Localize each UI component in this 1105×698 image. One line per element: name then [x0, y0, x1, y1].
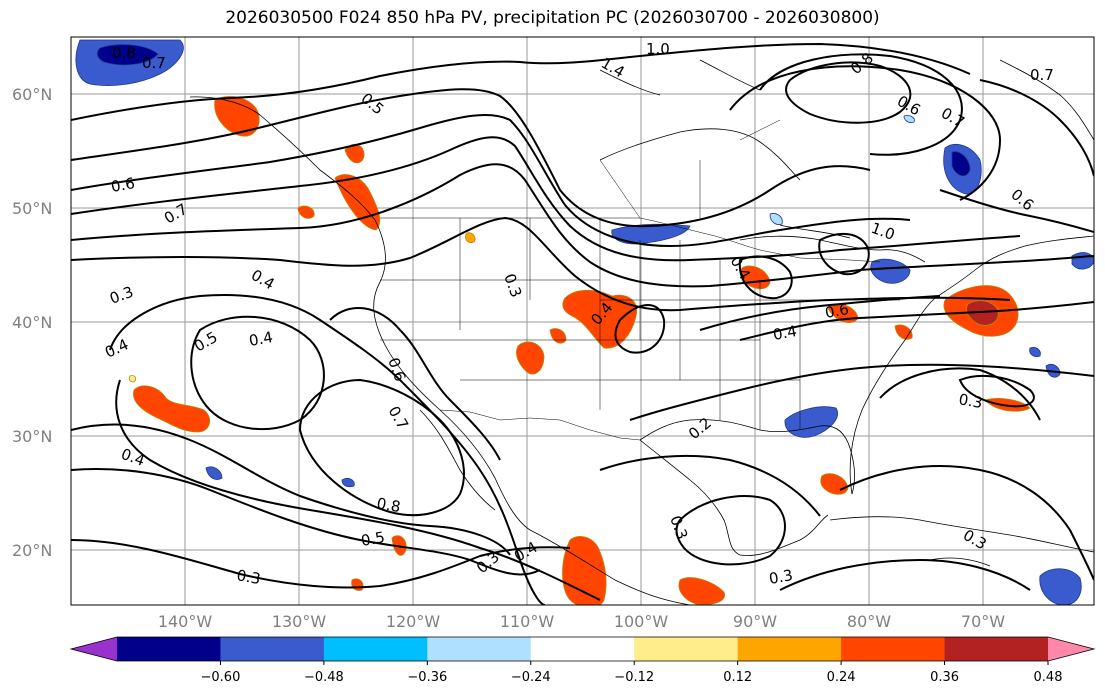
colorbar-tick-label: −0.12: [614, 670, 654, 685]
lat-label: 50°N: [12, 199, 52, 218]
lon-label: 140°W: [158, 612, 213, 631]
colorbar: −0.60 −0.48 −0.36 −0.24 −0.12 0.12 0.24 0.36 0.4…: [69, 636, 1096, 685]
lon-label: 120°W: [386, 612, 441, 631]
map-title: 2026030500 F024 850 hPa PV, precipitatio…: [225, 8, 880, 28]
colorbar-segment: [220, 637, 325, 661]
colorbar-segment: [737, 637, 842, 661]
contour-label: 0.3: [235, 566, 262, 588]
contour-label: 0.5: [360, 528, 387, 550]
colorbar-segment: [944, 637, 1049, 661]
colorbar-segment: [323, 637, 428, 661]
lon-label: 130°W: [272, 612, 327, 631]
colorbar-outline: [69, 636, 1096, 662]
colorbar-segment: [841, 637, 946, 661]
contour-label: 0.6: [824, 300, 851, 322]
graticule: [71, 37, 1094, 605]
lon-label: 100°W: [614, 612, 669, 631]
colorbar-segment: [530, 637, 635, 661]
contour-label: 0.7: [142, 54, 166, 72]
colorbar-tick-label: 0.24: [827, 670, 856, 685]
colorbar-tick-label: 0.12: [723, 670, 752, 685]
precip-negative-areas: [75, 39, 1094, 605]
colorbar-extend-high: [1048, 637, 1094, 661]
lon-label: 80°W: [847, 612, 891, 631]
contour-label: 0.8: [375, 494, 402, 516]
lat-label: 40°N: [12, 313, 52, 332]
lat-label: 30°N: [12, 427, 52, 446]
colorbar-segment: [117, 637, 221, 661]
colorbar-tick-label: −0.48: [304, 670, 344, 685]
latitude-labels: 60°N 50°N 40°N 30°N 20°N: [12, 85, 52, 560]
colorbar-tick-label: −0.36: [407, 670, 447, 685]
contour-label: 0.7: [1030, 66, 1054, 84]
lat-label: 60°N: [12, 85, 52, 104]
colorbar-tick-label: 0.48: [1034, 670, 1063, 685]
coastlines: [189, 59, 1094, 605]
colorbar-tick-label: −0.24: [511, 670, 551, 685]
contour-label: 0.4: [248, 328, 275, 350]
colorbar-tick-label: −0.60: [201, 670, 241, 685]
map-content: 0.8 0.7 1.0 1.4 0.5 0.6 0.7 0.7 0.6 0.8 …: [71, 37, 1094, 605]
contour-label: 0.3: [768, 566, 795, 588]
pv-contours: [71, 42, 1094, 605]
contour-label: 0.6: [110, 174, 137, 196]
longitude-labels: 140°W 130°W 120°W 110°W 100°W 90°W 80°W …: [158, 612, 1005, 631]
colorbar-segment: [634, 637, 739, 661]
colorbar-segment: [427, 637, 532, 661]
contour-label: 1.0: [646, 40, 670, 58]
lon-label: 110°W: [500, 612, 555, 631]
colorbar-extend-low: [71, 637, 117, 661]
contour-label: 0.4: [772, 322, 799, 344]
lat-label: 20°N: [12, 541, 52, 560]
colorbar-tick-label: 0.36: [930, 670, 959, 685]
contour-label: 0.8: [112, 44, 136, 62]
lon-label: 70°W: [961, 612, 1005, 631]
contour-label: 0.3: [957, 390, 984, 412]
map-border: [70, 36, 1095, 606]
lon-label: 90°W: [733, 612, 777, 631]
